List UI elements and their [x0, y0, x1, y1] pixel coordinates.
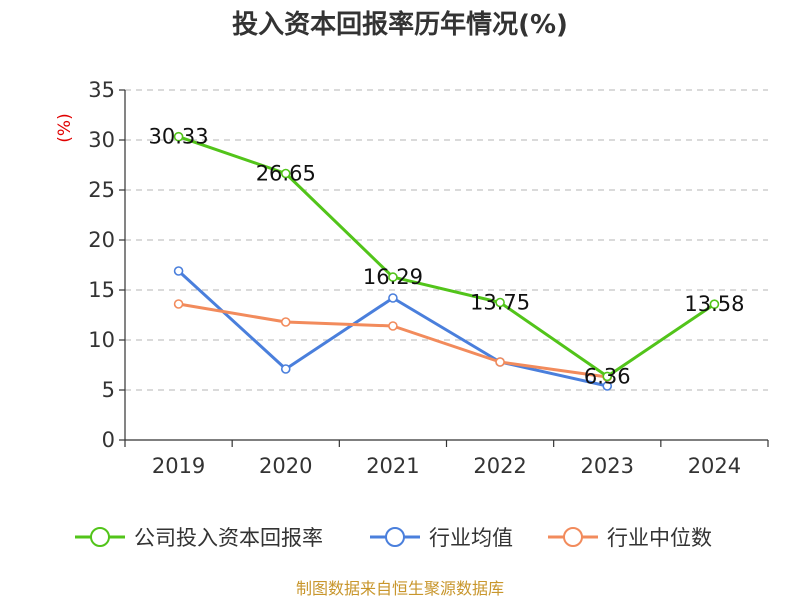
data-point [388, 293, 398, 303]
legend-label: 公司投入资本回报率 [134, 526, 323, 550]
y-tick-label: 30 [88, 128, 115, 152]
source-note: 制图数据来自恒生聚源数据库 [296, 579, 504, 598]
y-tick-label: 25 [88, 178, 115, 202]
x-tick-label: 2019 [152, 454, 205, 478]
axes: 0 5 10 15 20 25 30 35 2019 2020 2021 2022 2023 2024 [88, 78, 769, 478]
data-point [280, 317, 291, 327]
series-line [178, 135, 716, 378]
data-point [388, 272, 398, 282]
x-tick-label: 2024 [688, 454, 741, 478]
data-label: 13.75 [470, 291, 530, 315]
legend[interactable]: 公司投入资本回报率 行业均值 行业中位数 [75, 526, 712, 550]
legend-item[interactable]: 行业中位数 [548, 526, 712, 550]
data-point [495, 357, 505, 367]
legend-label: 行业中位数 [607, 526, 712, 550]
data-point [280, 168, 291, 179]
data-point [173, 131, 184, 142]
y-tick-label: 35 [88, 78, 115, 102]
x-tick-label: 2023 [581, 454, 634, 478]
data-label: 16.29 [363, 265, 423, 289]
y-tick-label: 20 [88, 228, 115, 252]
legend-marker [90, 527, 110, 547]
y-tick-label: 0 [102, 428, 115, 452]
y-tick-label: 15 [88, 278, 115, 302]
data-label: 26.65 [256, 162, 316, 186]
legend-label: 行业均值 [429, 526, 513, 550]
x-tick-label: 2020 [259, 454, 312, 478]
data-point [602, 381, 613, 391]
legend-item[interactable]: 行业均值 [370, 526, 513, 550]
series-lines [173, 131, 720, 391]
legend-item[interactable]: 公司投入资本回报率 [75, 526, 323, 550]
data-point [388, 321, 398, 331]
data-point [709, 299, 720, 310]
data-labels: 30.33 26.65 16.29 13.75 6.36 13.58 [149, 125, 745, 389]
legend-marker [563, 527, 583, 547]
data-point [280, 364, 291, 374]
data-point [173, 266, 184, 276]
x-tick-label: 2022 [473, 454, 526, 478]
y-tick-label: 5 [102, 378, 115, 402]
data-label: 13.58 [684, 292, 744, 316]
y-tick-label: 10 [88, 328, 115, 352]
data-label: 30.33 [149, 125, 209, 149]
data-point [173, 299, 184, 309]
data-point [495, 297, 505, 308]
y-axis-label: (%) [55, 113, 75, 142]
x-tick-label: 2021 [366, 454, 419, 478]
data-point [602, 371, 613, 382]
chart-title: 投入资本回报率历年情况(%) [232, 9, 568, 40]
legend-marker [385, 527, 405, 547]
data-label: 6.36 [584, 364, 631, 388]
